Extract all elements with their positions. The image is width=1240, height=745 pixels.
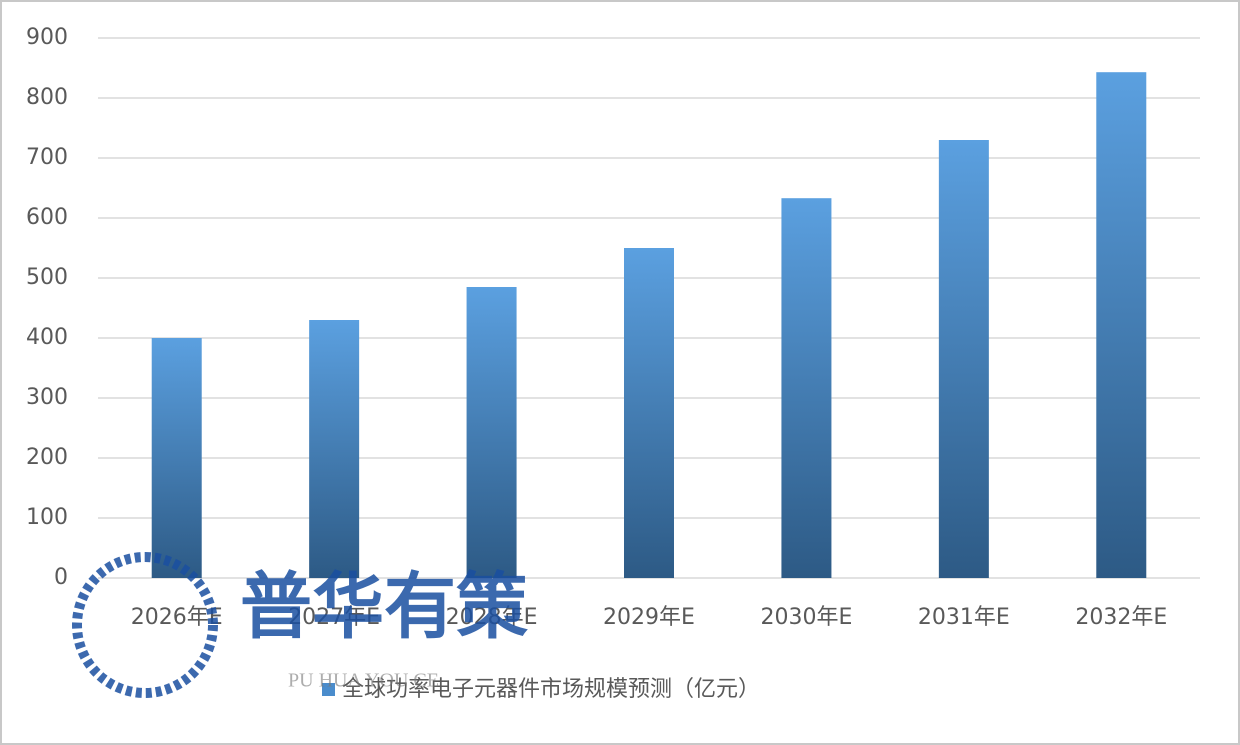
watermark-text: 普华有策 [240,565,528,649]
legend-label: 全球功率电子元器件市场规模预测（亿元） [342,677,760,702]
bar [1096,72,1147,578]
y-tick-label: 0 [54,565,68,590]
bar [938,140,989,578]
x-tick-label: 2032年E [1075,605,1167,630]
x-tick-label: 2031年E [918,605,1010,630]
x-tick-label: 2030年E [760,605,852,630]
y-tick-label: 900 [26,25,68,50]
x-tick-label: 2026年E [131,605,223,630]
y-tick-label: 800 [26,85,68,110]
y-tick-label: 300 [26,385,68,410]
y-tick-label: 500 [26,265,68,290]
x-tick-label: 2028年E [446,605,538,630]
bar [309,320,360,578]
y-tick-label: 200 [26,445,68,470]
y-tick-label: 700 [26,145,68,170]
bar [624,248,674,578]
bar [151,338,202,578]
watermark-subtitle: PU HUA YOU CE [288,670,439,692]
y-tick-label: 600 [26,205,68,230]
watermark [72,552,218,698]
bar [781,198,832,578]
x-tick-label: 2029年E [603,605,695,630]
y-tick-label: 100 [26,505,68,530]
x-tick-label: 2027年E [288,605,380,630]
bar [466,287,517,578]
watermark-logo [72,552,218,698]
y-tick-label: 400 [26,325,68,350]
legend-swatch [322,683,335,696]
